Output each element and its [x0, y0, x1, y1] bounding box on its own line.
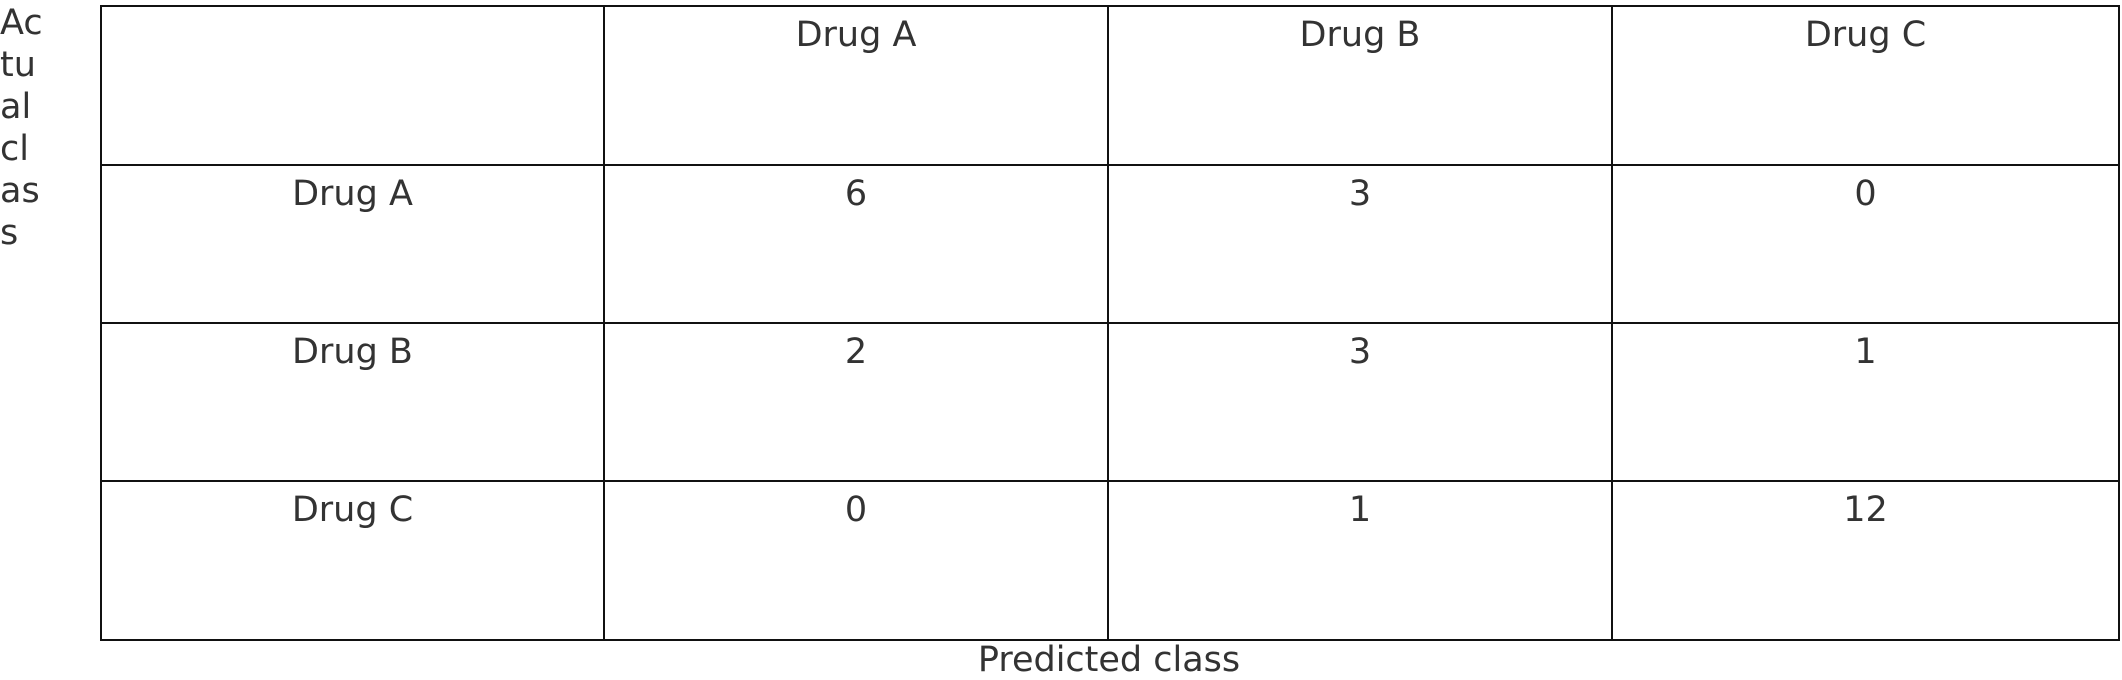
count-cell: 1 — [1107, 480, 1613, 641]
count-cell: 2 — [603, 322, 1109, 482]
corner-cell — [100, 5, 605, 166]
count-cell: 3 — [1107, 322, 1613, 482]
row-axis-label: Actual class — [0, 3, 43, 253]
row-header: Drug C — [100, 480, 605, 641]
row-header: Drug B — [100, 322, 605, 482]
count-cell: 12 — [1611, 480, 2120, 641]
column-header: Drug C — [1611, 5, 2120, 166]
count-cell: 0 — [603, 480, 1109, 641]
count-cell: 6 — [603, 164, 1109, 324]
count-cell: 0 — [1611, 164, 2120, 324]
confusion-table: Drug A Drug B Drug C Drug A 6 3 0 Drug B 2 3 1 Drug… — [100, 5, 2120, 641]
column-header: Drug A — [603, 5, 1109, 166]
count-cell: 3 — [1107, 164, 1613, 324]
column-header: Drug B — [1107, 5, 1613, 166]
row-header: Drug A — [100, 164, 605, 324]
count-cell: 1 — [1611, 322, 2120, 482]
column-axis-label: Predicted class — [977, 640, 1241, 680]
